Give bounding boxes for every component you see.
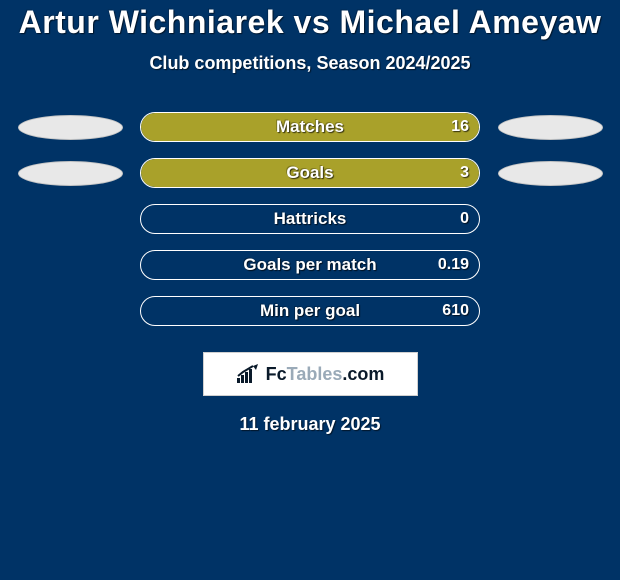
right-side <box>480 104 620 150</box>
player-ellipse-left <box>18 115 123 140</box>
brand-mid: Tables <box>287 364 343 384</box>
player-ellipse-right <box>498 115 603 140</box>
stat-row: Matches16 <box>0 104 620 150</box>
right-side <box>480 196 620 242</box>
stat-bar-fill <box>141 113 479 141</box>
chart-growth-icon <box>236 364 262 384</box>
stat-row: Min per goal610 <box>0 288 620 334</box>
stat-bar: Goals3 <box>140 158 480 188</box>
right-side <box>480 242 620 288</box>
stat-bar: Goals per match0.19 <box>140 250 480 280</box>
left-side <box>0 150 140 196</box>
brand-box[interactable]: FcTables.com <box>203 352 418 396</box>
left-side <box>0 196 140 242</box>
brand-prefix: Fc <box>266 364 287 384</box>
right-side <box>480 150 620 196</box>
stat-bar: Matches16 <box>140 112 480 142</box>
comparison-card: Artur Wichniarek vs Michael Ameyaw Club … <box>0 0 620 435</box>
left-side <box>0 104 140 150</box>
stat-bar: Min per goal610 <box>140 296 480 326</box>
left-side <box>0 242 140 288</box>
stat-row: Hattricks0 <box>0 196 620 242</box>
stat-bar: Hattricks0 <box>140 204 480 234</box>
stat-bar-fill <box>141 159 479 187</box>
date-label: 11 february 2025 <box>0 414 620 435</box>
stat-value: 0 <box>460 210 469 228</box>
subtitle: Club competitions, Season 2024/2025 <box>0 53 620 74</box>
brand-suffix: .com <box>342 364 384 384</box>
left-side <box>0 288 140 334</box>
stat-label: Hattricks <box>141 209 479 229</box>
stat-value: 0.19 <box>438 256 469 274</box>
player-ellipse-left <box>18 161 123 186</box>
stat-label: Min per goal <box>141 301 479 321</box>
stat-label: Goals per match <box>141 255 479 275</box>
page-title: Artur Wichniarek vs Michael Ameyaw <box>0 4 620 41</box>
player-ellipse-right <box>498 161 603 186</box>
stats-list: Matches16 Goals3 Hattricks0 Goals per match… <box>0 104 620 334</box>
brand-inner: FcTables.com <box>236 364 385 385</box>
stat-row: Goals3 <box>0 150 620 196</box>
stat-row: Goals per match0.19 <box>0 242 620 288</box>
stat-value: 610 <box>442 302 469 320</box>
brand-text: FcTables.com <box>266 364 385 385</box>
right-side <box>480 288 620 334</box>
